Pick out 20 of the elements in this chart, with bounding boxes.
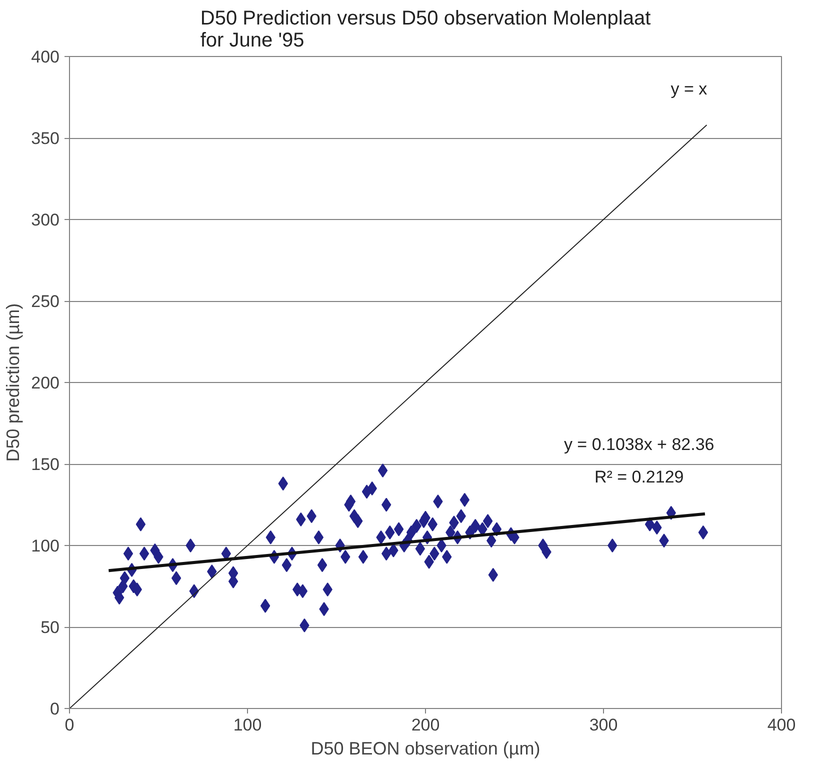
chart-title: D50 Prediction versus D50 observation Molenplaat for June '95 (200, 8, 652, 52)
x-tick-label: 100 (233, 716, 262, 734)
y-tick-label: 50 (40, 618, 60, 637)
y-tick-label: 400 (31, 48, 60, 66)
y-tick-label: 100 (31, 536, 60, 556)
y-tick-label: 0 (50, 700, 60, 718)
y-tick-label: 250 (31, 292, 60, 311)
x-tick-label: 200 (411, 716, 440, 734)
y-axis-title: D50 prediction (µm) (3, 303, 24, 462)
x-tick-label: 300 (589, 716, 618, 734)
x-tick-label: 400 (767, 716, 796, 734)
annotation: y = x (670, 80, 708, 99)
y-tick-label: 300 (31, 210, 60, 230)
y-tick-label: 150 (31, 455, 60, 474)
y-tick-label: 350 (31, 129, 60, 148)
x-tick-label: 0 (64, 716, 74, 734)
annotation: y = 0.1038x + 82.36 (564, 434, 714, 454)
y-tick-label: 200 (31, 374, 60, 392)
annotation: R² = 0.2129 (594, 468, 684, 487)
x-axis-title: D50 BEON observation (µm) (310, 738, 540, 758)
